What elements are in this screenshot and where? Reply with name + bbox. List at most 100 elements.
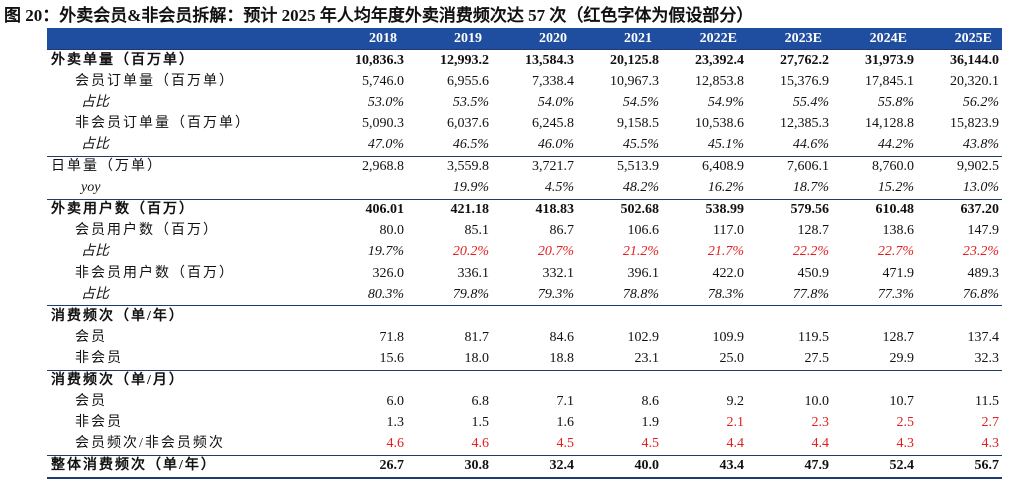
- value-cell: [492, 305, 577, 328]
- table-row: 外卖用户数（百万） 406.01 421.18 418.83 502.68 538.99 5…: [47, 198, 1002, 221]
- table-row: yoy 19.9% 4.5% 48.2% 16.2% 18.7% 15.2% 13.0%: [47, 178, 1002, 200]
- year-header: 2018: [322, 28, 407, 50]
- row-label: 会员订单量（百万单）: [75, 73, 235, 89]
- value-cell: 4.5: [556, 436, 575, 452]
- value-cell: [492, 369, 577, 392]
- row-label: yoy: [81, 180, 101, 196]
- value-cell: 117.0: [713, 223, 744, 239]
- value-cell: 77.3%: [877, 286, 914, 302]
- value-cell: 9.2: [726, 394, 745, 410]
- value-cell: 326.0: [372, 265, 405, 281]
- row-label: 占比: [81, 94, 109, 110]
- value-cell: 2.3: [811, 415, 830, 431]
- value-cell: 20.2%: [452, 244, 489, 260]
- value-cell: 19.9%: [452, 180, 489, 196]
- value-cell: 54.9%: [707, 94, 744, 110]
- value-cell: 11.5: [975, 394, 999, 410]
- value-cell: 10,967.3: [610, 73, 659, 89]
- value-cell: [322, 369, 407, 392]
- value-cell: 406.01: [322, 198, 407, 221]
- value-cell: 54.5%: [622, 94, 659, 110]
- value-cell: 128.7: [797, 223, 830, 239]
- value-cell: 12,385.3: [780, 115, 829, 131]
- value-cell: 4.5: [641, 436, 660, 452]
- row-label: 非会员订单量（百万单）: [75, 115, 251, 131]
- value-cell: 7,606.1: [747, 155, 832, 178]
- value-cell: 15.6: [379, 350, 405, 366]
- value-cell: 18.0: [464, 350, 490, 366]
- value-cell: 23.2%: [962, 244, 999, 260]
- value-cell: 53.5%: [452, 94, 489, 110]
- value-cell: 2.1: [726, 415, 745, 431]
- value-cell: 43.4: [662, 454, 747, 479]
- value-cell: 1.5: [471, 415, 490, 431]
- row-label: 会员频次/非会员频次: [75, 436, 225, 452]
- value-cell: [577, 305, 662, 328]
- value-cell: 48.2%: [622, 180, 659, 196]
- value-cell: 4.6: [386, 436, 405, 452]
- value-cell: 2.5: [896, 415, 915, 431]
- row-label: 占比: [81, 137, 109, 153]
- row-label: 外卖用户数（百万）: [47, 198, 322, 221]
- table-row: 消费频次（单/月）: [47, 369, 1002, 392]
- row-label: 占比: [81, 286, 109, 302]
- value-cell: 21.7%: [707, 244, 744, 260]
- table-row: 非会员用户数（百万） 326.0 336.1 332.1 396.1 422.0 450.9…: [47, 263, 1002, 284]
- value-cell: 52.4: [832, 454, 917, 479]
- value-cell: 12,853.8: [695, 73, 744, 89]
- row-label: 非会员: [75, 415, 123, 431]
- table-row: 日单量（万单） 2,968.8 3,559.8 3,721.7 5,513.9 6,408…: [47, 155, 1002, 178]
- value-cell: 27.5: [804, 350, 830, 366]
- value-cell: [322, 178, 407, 200]
- value-cell: 18.7%: [792, 180, 829, 196]
- value-cell: 21.2%: [622, 244, 659, 260]
- value-cell: 6,245.8: [532, 115, 574, 131]
- value-cell: 86.7: [549, 223, 575, 239]
- row-label: 整体消费频次（单/年）: [47, 454, 322, 479]
- value-cell: 6,408.9: [662, 155, 747, 178]
- value-cell: 56.7: [917, 454, 1002, 479]
- table-row: 整体消费频次（单/年） 26.7 30.8 32.4 40.0 43.4 47.9 52.4 5…: [47, 454, 1002, 479]
- value-cell: 128.7: [882, 329, 915, 345]
- value-cell: [747, 305, 832, 328]
- value-cell: 10.7: [889, 394, 915, 410]
- value-cell: 23,392.4: [662, 49, 747, 72]
- value-cell: 422.0: [712, 265, 745, 281]
- value-cell: 81.7: [464, 329, 490, 345]
- table-row: 非会员订单量（百万单） 5,090.3 6,037.6 6,245.8 9,158.5 1…: [47, 113, 1002, 134]
- value-cell: 79.3%: [537, 286, 574, 302]
- header-row: 2018 2019 2020 2021 2022E 2023E 2024E 2025E: [47, 28, 1002, 50]
- value-cell: 538.99: [662, 198, 747, 221]
- year-header: 2024E: [832, 28, 917, 50]
- value-cell: 336.1: [457, 265, 490, 281]
- value-cell: 30.8: [407, 454, 492, 479]
- value-cell: 85.1: [464, 223, 490, 239]
- row-label: 外卖单量（百万单）: [47, 49, 322, 72]
- value-cell: 36,144.0: [917, 49, 1002, 72]
- value-cell: [832, 369, 917, 392]
- value-cell: 19.7%: [367, 244, 404, 260]
- value-cell: 9,158.5: [617, 115, 659, 131]
- value-cell: 45.1%: [707, 137, 744, 153]
- value-cell: [577, 369, 662, 392]
- value-cell: 13,584.3: [492, 49, 577, 72]
- value-cell: 8.6: [641, 394, 660, 410]
- value-cell: [832, 305, 917, 328]
- value-cell: 44.6%: [792, 137, 829, 153]
- value-cell: 56.2%: [962, 94, 999, 110]
- table-row: 占比 53.0% 53.5% 54.0% 54.5% 54.9% 55.4% 55.8% 56.…: [47, 92, 1002, 113]
- value-cell: 6,037.6: [447, 115, 489, 131]
- value-cell: [662, 369, 747, 392]
- value-cell: 80.3%: [367, 286, 404, 302]
- table-row: 会员频次/非会员频次 4.6 4.6 4.5 4.5 4.4 4.4 4.3 4.3: [47, 434, 1002, 456]
- value-cell: 47.0%: [367, 137, 404, 153]
- value-cell: 3,721.7: [492, 155, 577, 178]
- value-cell: 15,376.9: [780, 73, 829, 89]
- value-cell: 2.7: [981, 415, 1000, 431]
- value-cell: 22.2%: [792, 244, 829, 260]
- year-header: 2021: [577, 28, 662, 50]
- value-cell: 119.5: [798, 329, 829, 345]
- value-cell: 14,128.8: [865, 115, 914, 131]
- value-cell: 32.3: [974, 350, 1000, 366]
- value-cell: 147.9: [967, 223, 1000, 239]
